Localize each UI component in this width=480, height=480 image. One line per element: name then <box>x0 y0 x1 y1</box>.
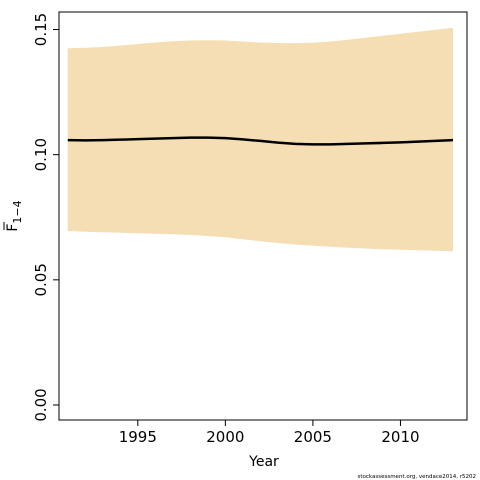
y-axis-title-subscript: 1−4 <box>11 200 24 223</box>
x-tick-label: 2010 <box>381 428 419 446</box>
y-tick-label: 0.10 <box>32 138 50 171</box>
x-axis-title: Year <box>248 454 279 470</box>
plot-area <box>67 27 454 252</box>
y-tick-label: 0.05 <box>32 263 50 296</box>
svg-text:F1−4: F1−4 <box>5 200 24 231</box>
x-axis: 1995 2000 2005 2010 <box>119 419 420 446</box>
y-axis-title-main: F <box>5 224 21 232</box>
confidence-band <box>67 27 453 252</box>
y-axis: 0.00 0.05 0.10 0.15 <box>32 13 60 422</box>
credit-text: stockassessment.org, vendace2014, r5202 <box>357 474 476 480</box>
estimate-line <box>67 136 454 146</box>
y-axis-title: F1−4 <box>3 200 24 232</box>
x-tick-label: 1995 <box>119 428 157 446</box>
x-tick-label: 2005 <box>294 428 332 446</box>
x-tick-label: 2000 <box>206 428 244 446</box>
y-tick-label: 0.00 <box>32 388 50 421</box>
y-tick-label: 0.15 <box>32 13 50 46</box>
